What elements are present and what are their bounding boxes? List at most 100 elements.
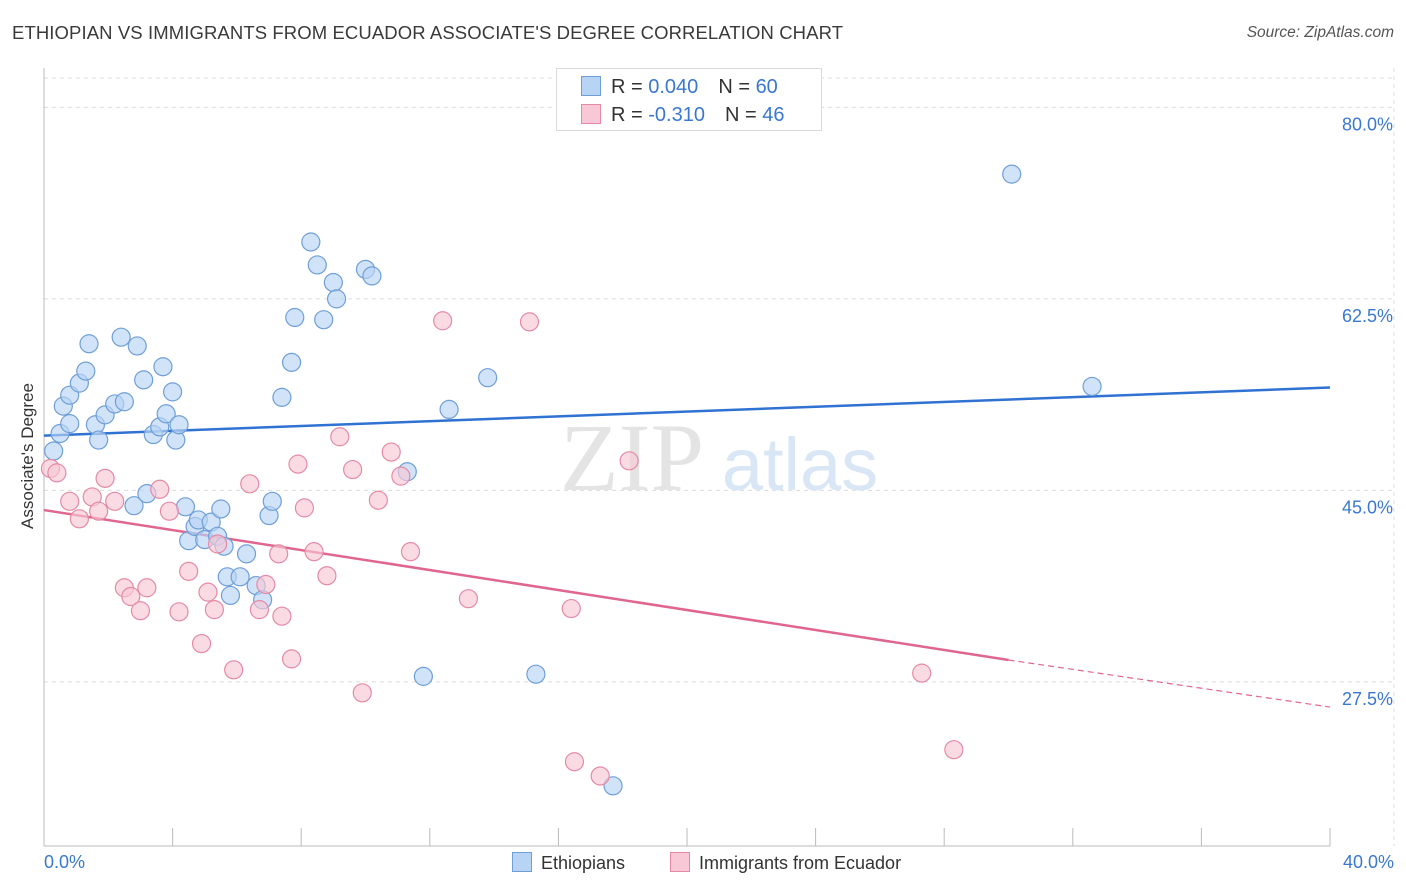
n-label: N =	[718, 76, 756, 98]
ecuador-point	[564, 752, 585, 772]
n-value: 46	[762, 104, 785, 126]
ethiopian-point	[230, 567, 250, 587]
ecuador-point	[288, 454, 308, 474]
ethiopian-point	[169, 415, 189, 435]
ecuador-point	[912, 663, 932, 683]
ecuador-point	[249, 600, 270, 620]
ethiopian-point	[60, 414, 80, 434]
n-label: N =	[724, 104, 763, 126]
ethiopian-point	[89, 430, 109, 450]
ecuador-point	[281, 649, 302, 669]
ecuador-point	[121, 586, 141, 607]
legend-row-ecuador: R = -0.310 N = 46	[581, 104, 784, 126]
ecuador-point	[130, 601, 151, 621]
n-value: 60	[755, 76, 778, 98]
ecuador-point	[272, 606, 292, 626]
ethiopian-point	[301, 232, 321, 252]
ethiopian-point	[281, 352, 302, 372]
x-tick-label-min: 0.0%	[44, 852, 86, 872]
legend-swatch-blue	[512, 852, 532, 872]
r-label: R =	[611, 104, 649, 126]
ethiopian-point	[272, 387, 292, 407]
ethiopian-point	[262, 491, 282, 511]
ecuador-point	[224, 660, 244, 680]
legend-row-ethiopians: R = 0.040 N = 60	[581, 76, 778, 98]
ethiopian-point	[236, 544, 257, 564]
axes	[43, 68, 1331, 847]
ethiopian-point	[323, 272, 343, 293]
y-tick-labels: 27.5% 45.0% 62.5% 80.0%	[1342, 114, 1393, 708]
ecuador-point	[95, 468, 115, 488]
ethiopian-point	[1002, 164, 1022, 184]
ecuador-point	[204, 600, 224, 620]
ethiopian-point	[1082, 376, 1102, 397]
trend-line	[43, 386, 1331, 437]
ethiopian-point	[314, 310, 334, 330]
ecuador-point	[294, 498, 315, 518]
r-value: 0.040	[648, 76, 699, 98]
ecuador-point	[304, 542, 324, 562]
legend-swatch-blue	[581, 76, 601, 96]
ethiopian-point	[163, 382, 183, 402]
ethiopian-point	[134, 370, 154, 390]
ethiopian-point	[285, 307, 305, 328]
ethiopian-point	[603, 776, 623, 796]
ecuador-point	[179, 561, 199, 581]
ethiopian-point	[127, 336, 147, 356]
y-tick-label: 62.5%	[1342, 306, 1393, 326]
legend-swatch-pink	[670, 852, 690, 872]
x-tick-label-max: 40.0%	[1342, 852, 1394, 872]
trend-line-extension	[1008, 659, 1331, 708]
ethiopian-point	[326, 289, 347, 309]
ecuador-point	[391, 466, 411, 486]
ethiopian-point	[44, 441, 64, 461]
ecuador-point	[137, 578, 157, 598]
legend-item-ecuador: Immigrants from Ecuador	[670, 852, 901, 876]
ethiopian-point	[156, 404, 176, 424]
ethiopian-point	[478, 368, 498, 388]
ethiopian-point	[220, 585, 241, 606]
legend-item-ethiopians: Ethiopians	[512, 852, 625, 876]
ecuador-point	[47, 463, 67, 483]
ethiopian-point	[211, 499, 231, 519]
ecuador-point	[561, 598, 581, 619]
source-label: Source: ZipAtlas.com	[1246, 24, 1394, 41]
chart-title: ETHIOPIAN VS IMMIGRANTS FROM ECUADOR ASS…	[12, 22, 844, 43]
ecuador-point	[150, 479, 170, 499]
ecuador-point	[519, 312, 540, 332]
legend-label: Ethiopians	[541, 853, 626, 873]
ecuador-point	[433, 311, 453, 331]
ecuador-point	[240, 474, 260, 494]
legend-label: Immigrants from Ecuador	[699, 853, 902, 873]
ecuador-point	[590, 766, 610, 786]
r-value: -0.310	[648, 104, 705, 126]
ecuador-point	[619, 451, 639, 471]
ethiopian-point	[79, 334, 99, 354]
y-tick-label: 80.0%	[1342, 114, 1393, 134]
correlation-legend: R = 0.040 N = 60 R = -0.310 N = 46	[556, 68, 822, 131]
ethiopian-point	[111, 327, 131, 347]
ecuador-point	[269, 544, 289, 564]
ethiopian-point	[153, 357, 173, 377]
ecuador-point	[256, 574, 276, 595]
ecuador-point	[317, 566, 337, 586]
ecuador-point	[343, 459, 363, 480]
ecuador-point	[330, 427, 350, 447]
ethiopian-point	[124, 496, 144, 516]
ethiopian-point	[307, 255, 327, 275]
ecuador-point	[60, 491, 80, 511]
legend-swatch-pink	[581, 104, 601, 124]
ecuador-point	[89, 501, 109, 521]
ethiopian-point	[439, 399, 459, 420]
ecuador-point	[169, 602, 189, 622]
data-points	[40, 164, 1102, 796]
y-axis-title: Associate's Degree	[18, 383, 37, 529]
ecuador-point	[105, 491, 125, 511]
ecuador-point	[159, 501, 179, 521]
ecuador-point	[208, 534, 228, 554]
grid-lines	[44, 68, 1395, 846]
ethiopian-point	[526, 664, 546, 684]
y-tick-label: 27.5%	[1342, 689, 1393, 709]
ecuador-point	[198, 582, 218, 602]
